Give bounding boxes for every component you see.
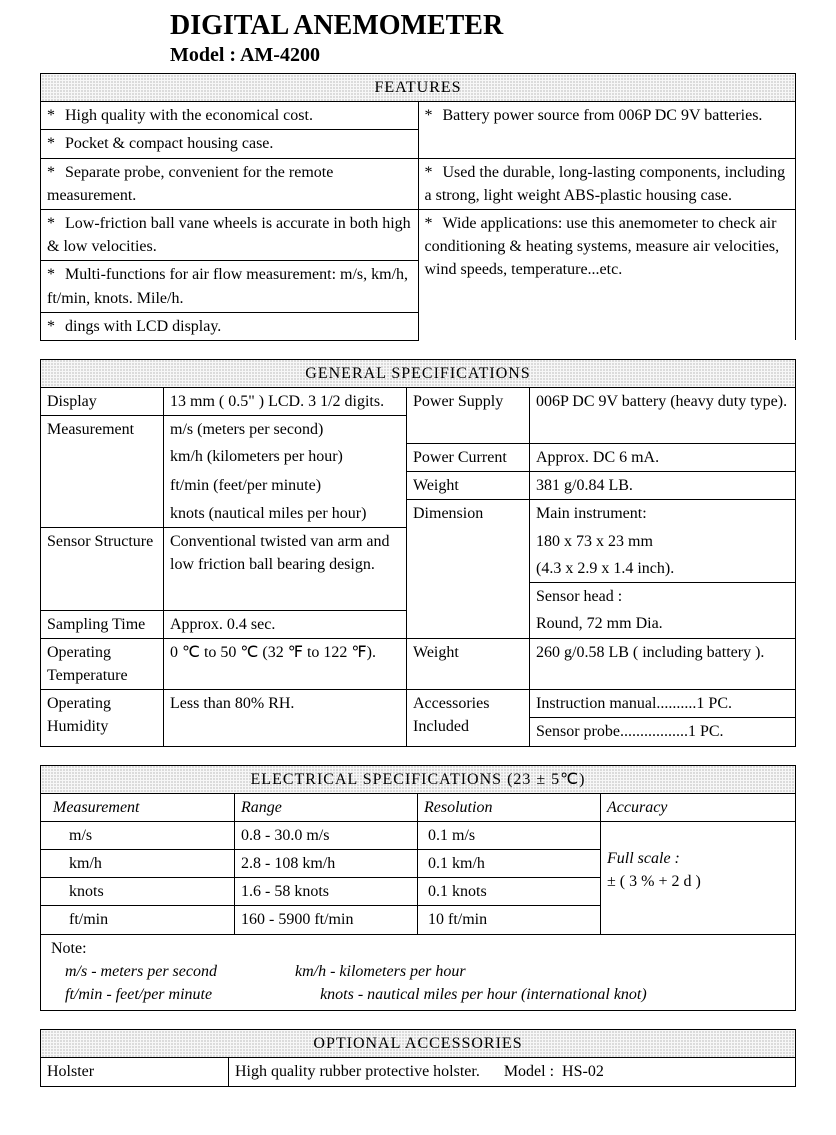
feature-right-3: *Wide applications: use this anemometer …: [418, 209, 796, 340]
gen-display-label: Display: [41, 388, 164, 416]
elec-acc-l1: Full scale :: [607, 847, 789, 870]
features-table: FEATURES *High quality with the economic…: [40, 73, 796, 341]
gen-dim1: Main instrument:: [530, 500, 796, 528]
gen-power-supply-val: 006P DC 9V battery (heavy duty type).: [530, 388, 796, 444]
elec-r1: 2.8 - 108 km/h: [235, 850, 418, 878]
gen-optemp-label: Operating Temperature: [41, 638, 164, 689]
gen-weight2-val: 260 g/0.58 LB ( including battery ).: [530, 638, 796, 689]
feature-left-1: *High quality with the economical cost.: [41, 102, 419, 130]
gen-dim3: (4.3 x 2.9 x 1.4 inch).: [530, 555, 796, 583]
optional-header: OPTIONAL ACCESSORIES: [41, 1030, 796, 1058]
page-title: DIGITAL ANEMOMETER: [170, 10, 796, 42]
feature-left-5: *Multi-functions for air flow measuremen…: [41, 261, 419, 312]
general-header: GENERAL SPECIFICATIONS: [41, 359, 796, 387]
gen-meas3: ft/min (feet/per minute): [164, 472, 407, 500]
elec-accuracy: Full scale : ± ( 3 % + 2 d ): [601, 821, 796, 934]
elec-acc-l2: ± ( 3 % + 2 d ): [607, 870, 789, 893]
elec-res0: 0.1 m/s: [418, 821, 601, 849]
electrical-spec-table: ELECTRICAL SPECIFICATIONS (23 ± 5℃) Meas…: [40, 765, 796, 1012]
gen-sensor-label: Sensor Structure: [41, 528, 164, 611]
note-2b: knots - nautical miles per hour (interna…: [320, 986, 647, 1003]
gen-sensor-val: Conventional twisted van arm and low fri…: [164, 528, 407, 611]
elec-m3: ft/min: [41, 906, 235, 934]
elec-r2: 1.6 - 58 knots: [235, 878, 418, 906]
optional-accessories-table: OPTIONAL ACCESSORIES Holster High qualit…: [40, 1029, 796, 1086]
feature-left-2: *Pocket & compact housing case.: [41, 130, 419, 158]
gen-meas1: m/s (meters per second): [164, 416, 407, 444]
gen-dimension-label: Dimension: [407, 500, 530, 638]
gen-measurement-label: Measurement: [41, 416, 164, 528]
electrical-header: ELECTRICAL SPECIFICATIONS (23 ± 5℃): [41, 765, 796, 793]
gen-weight-val: 381 g/0.84 LB.: [530, 472, 796, 500]
elec-col-measurement: Measurement: [41, 793, 235, 821]
feature-left-3: *Separate probe, convenient for the remo…: [41, 158, 419, 209]
gen-optemp-val: 0 ℃ to 50 ℃ (32 ℉ to 122 ℉).: [164, 638, 407, 689]
elec-m2: knots: [41, 878, 235, 906]
feature-left-6: *dings with LCD display.: [41, 312, 419, 340]
gen-sampling-label: Sampling Time: [41, 610, 164, 638]
note-1b: km/h - kilometers per hour: [295, 963, 466, 980]
feature-right-2: *Used the durable, long-lasting componen…: [418, 158, 796, 209]
gen-power-supply-label: Power Supply: [407, 388, 530, 444]
elec-r0: 0.8 - 30.0 m/s: [235, 821, 418, 849]
gen-sampling-val: Approx. 0.4 sec.: [164, 610, 407, 638]
gen-acc2: Sensor probe.................1 PC.: [530, 718, 796, 746]
optional-desc: High quality rubber protective holster. …: [229, 1058, 796, 1086]
elec-col-range: Range: [235, 793, 418, 821]
gen-dim2: 180 x 73 x 23 mm: [530, 528, 796, 555]
gen-display-val: 13 mm ( 0.5" ) LCD. 3 1/2 digits.: [164, 388, 407, 416]
note-1a: m/s - meters per second: [65, 963, 217, 980]
gen-power-current-label: Power Current: [407, 443, 530, 471]
gen-dim5: Round, 72 mm Dia.: [530, 610, 796, 638]
gen-dim4: Sensor head :: [530, 582, 796, 610]
gen-power-current-val: Approx. DC 6 mA.: [530, 443, 796, 471]
gen-ophum-label: Operating Humidity: [41, 690, 164, 746]
gen-meas4: knots (nautical miles per hour): [164, 500, 407, 528]
feature-left-4: *Low-friction ball vane wheels is accura…: [41, 209, 419, 260]
note-label: Note:: [51, 937, 785, 960]
optional-label: Holster: [41, 1058, 229, 1086]
gen-meas2: km/h (kilometers per hour): [164, 443, 407, 471]
note-2a: ft/min - feet/per minute: [65, 986, 212, 1003]
elec-col-accuracy: Accuracy: [601, 793, 796, 821]
model-label: Model : AM-4200: [170, 44, 796, 67]
feature-right-1: *Battery power source from 006P DC 9V ba…: [418, 102, 796, 158]
elec-col-resolution: Resolution: [418, 793, 601, 821]
gen-weight2-label: Weight: [407, 638, 530, 689]
gen-ophum-val: Less than 80% RH.: [164, 690, 407, 746]
features-header: FEATURES: [41, 74, 796, 102]
elec-m1: km/h: [41, 850, 235, 878]
gen-weight-label: Weight: [407, 472, 530, 500]
elec-m0: m/s: [41, 821, 235, 849]
general-spec-table: GENERAL SPECIFICATIONS Display 13 mm ( 0…: [40, 359, 796, 747]
elec-res3: 10 ft/min: [418, 906, 601, 934]
elec-res2: 0.1 knots: [418, 878, 601, 906]
elec-note: Note: m/s - meters per second km/h - kil…: [41, 934, 796, 1011]
gen-acc1: Instruction manual..........1 PC.: [530, 690, 796, 718]
elec-res1: 0.1 km/h: [418, 850, 601, 878]
elec-r3: 160 - 5900 ft/min: [235, 906, 418, 934]
gen-acc-label: Accessories Included: [407, 690, 530, 746]
